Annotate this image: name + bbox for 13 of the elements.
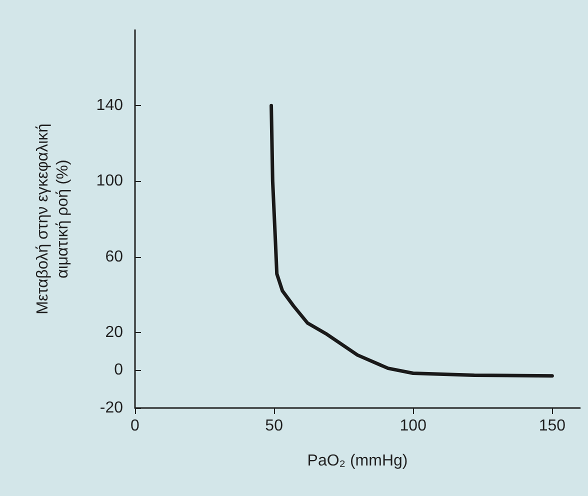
x-tick-label: 100 [400, 418, 427, 434]
line-series [270, 104, 554, 378]
y-tick-label: 60 [105, 248, 124, 266]
y-tick-label: 0 [114, 362, 124, 379]
y-tick-label: 100 [96, 172, 124, 190]
x-tick-label: 50 [265, 418, 284, 434]
x-axis-title: PaO₂ (mmHg) [307, 452, 408, 470]
x-tick-label: 0 [130, 418, 140, 434]
y-tick-label: 140 [96, 97, 124, 114]
y-tick-label: 20 [105, 324, 124, 341]
y-axis-title: Μεταβολή στην εγκεφαλική αιματική ροή (%) [34, 124, 72, 314]
x-tick-label: 150 [538, 418, 566, 434]
y-tick-label: -20 [100, 400, 124, 416]
